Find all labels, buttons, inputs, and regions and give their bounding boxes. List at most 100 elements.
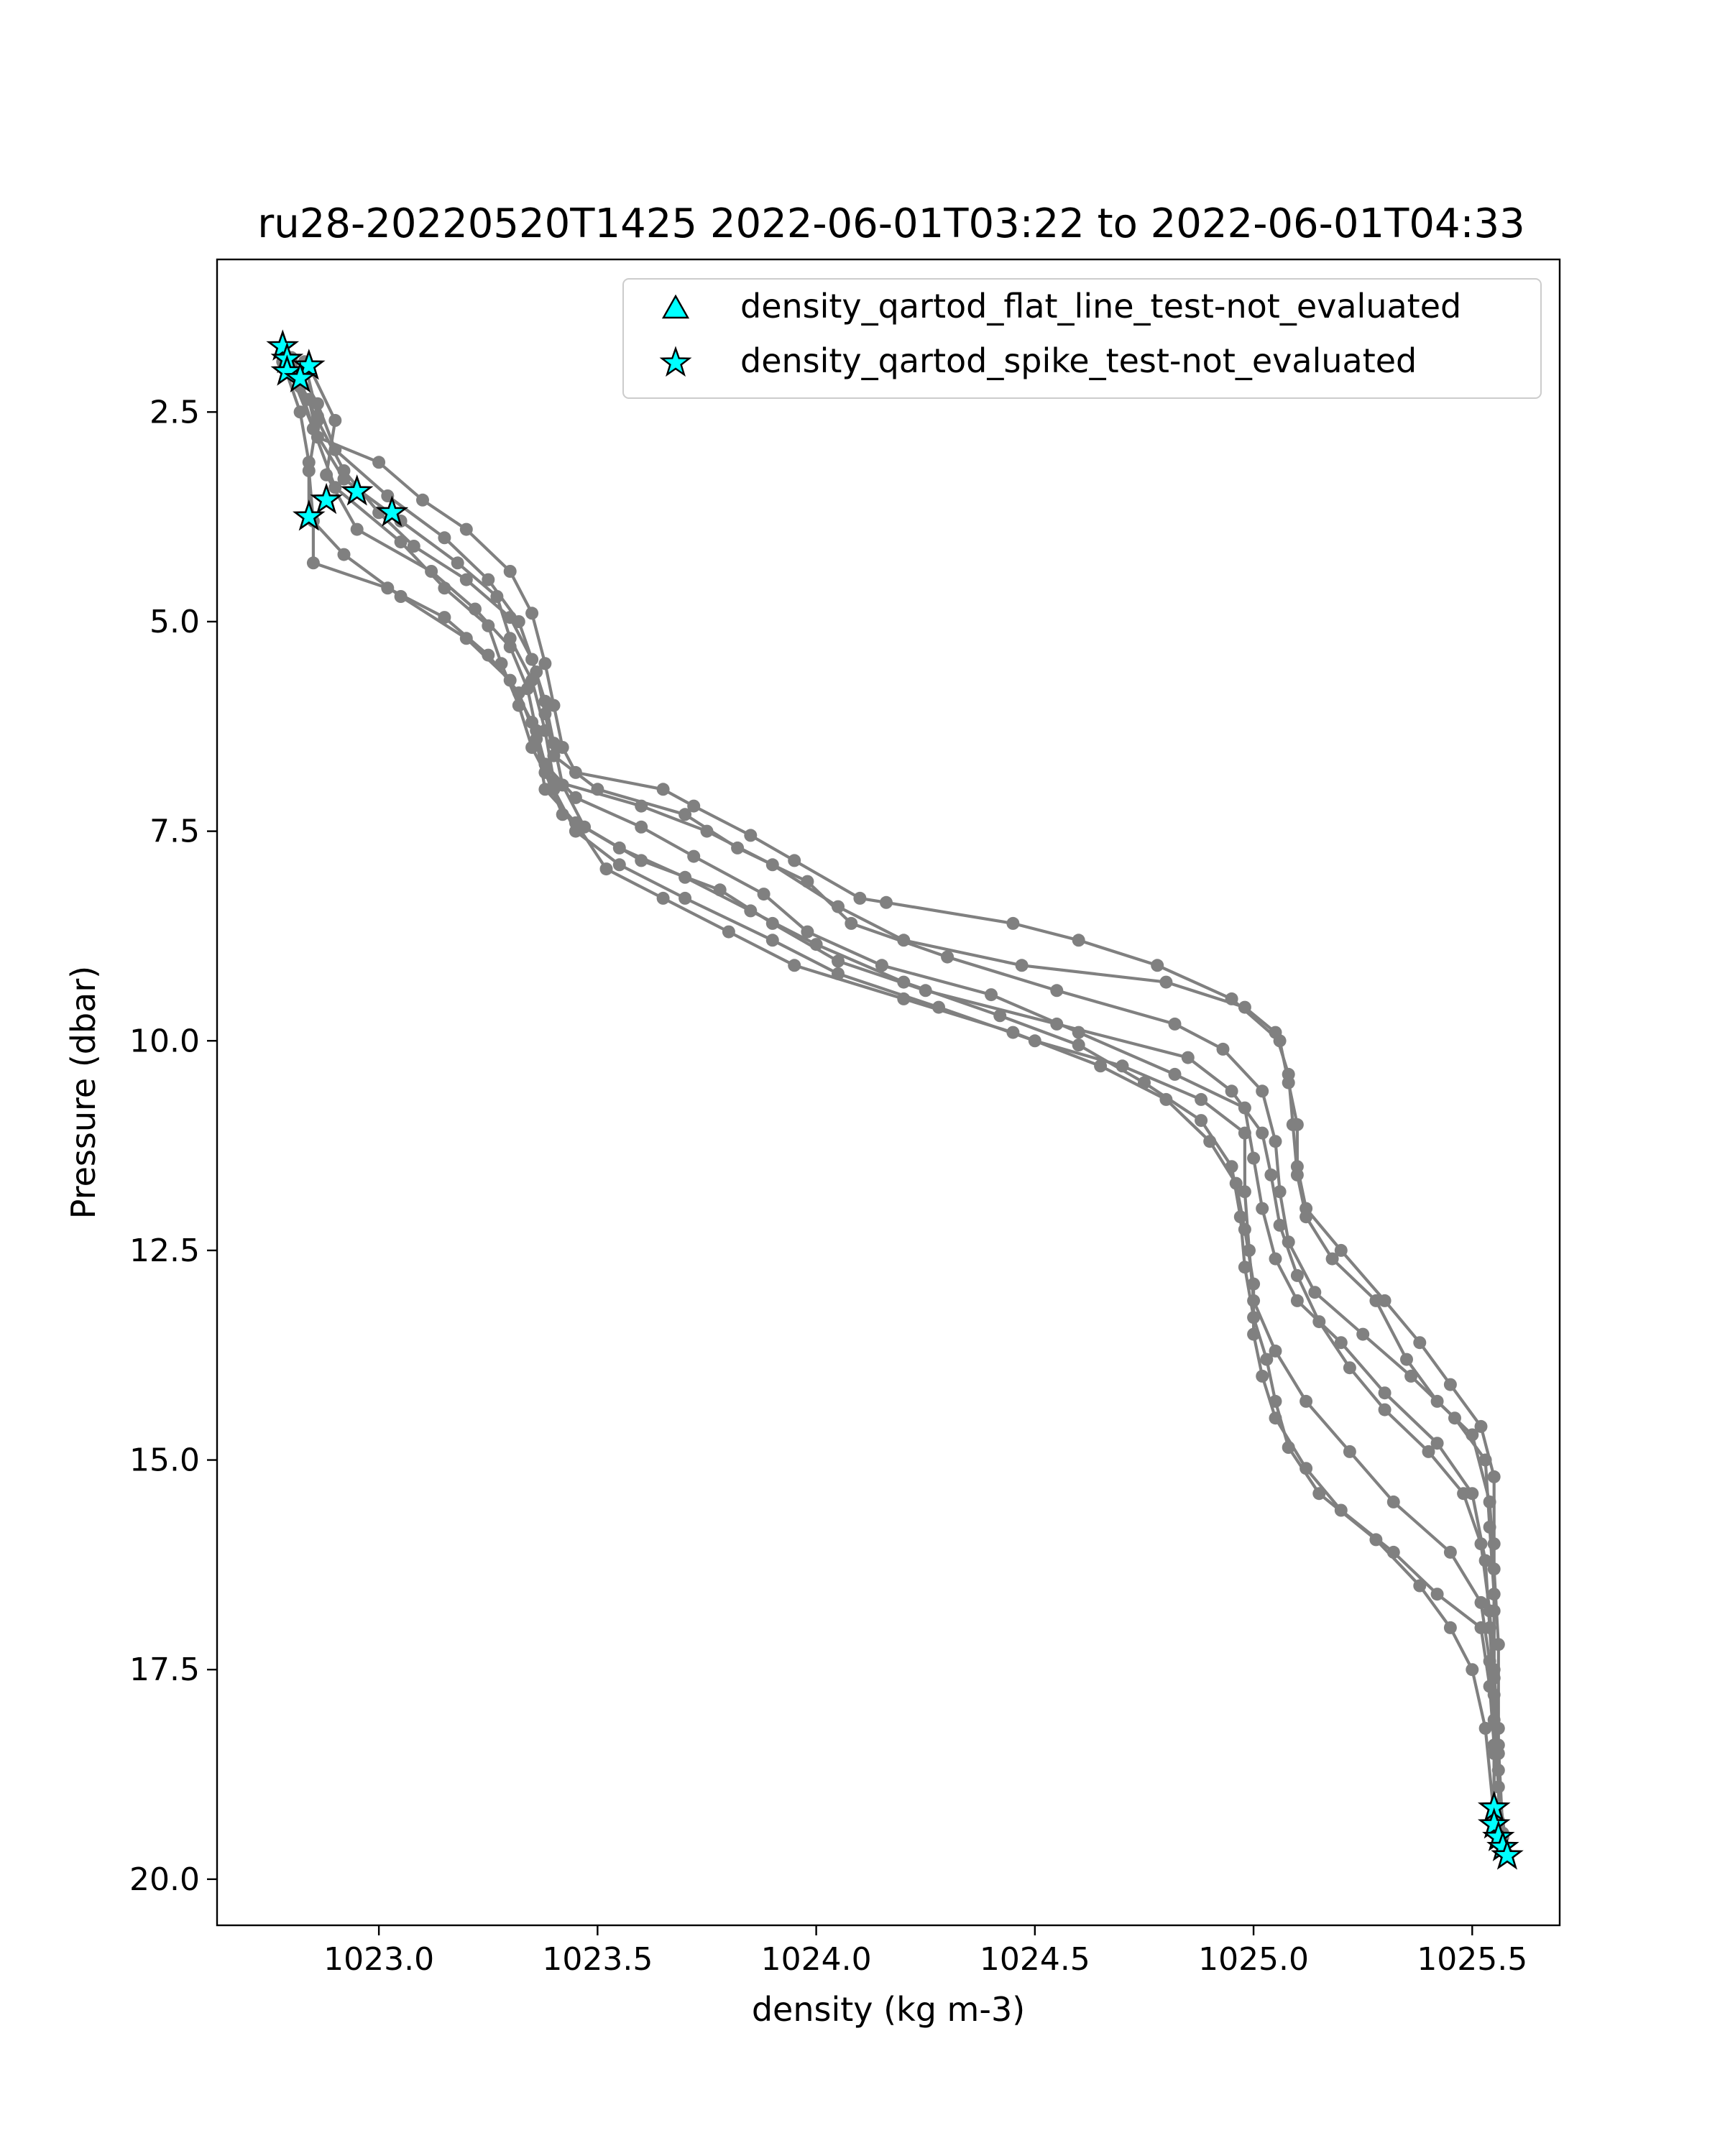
profile-point xyxy=(490,590,504,603)
profile-point xyxy=(1247,1151,1261,1165)
profile-point xyxy=(1474,1419,1488,1433)
profile-point xyxy=(722,925,735,939)
legend-entry-spike: density_qartod_spike_test-not_evaluated xyxy=(659,341,1417,380)
profile-point xyxy=(482,619,495,632)
profile-point xyxy=(1269,1026,1282,1039)
profile-point xyxy=(328,414,342,427)
profile-point xyxy=(897,992,911,1005)
spike-flag-star-icon xyxy=(283,361,317,392)
profile-point xyxy=(832,900,845,913)
y-tick-label: 12.5 xyxy=(129,1233,200,1269)
profile-series-layer xyxy=(276,342,1514,1861)
profile-line-1 xyxy=(285,360,1496,1814)
profile-point xyxy=(1151,959,1164,972)
profile-point xyxy=(1282,1067,1295,1081)
profile-point xyxy=(1312,1487,1326,1501)
axes-frame xyxy=(216,258,1561,1927)
profile-point xyxy=(687,849,701,863)
profile-point xyxy=(503,640,517,653)
profile-point xyxy=(1247,1277,1261,1291)
y-tick-label: 7.5 xyxy=(150,814,200,850)
profile-point xyxy=(407,540,420,553)
plot-area xyxy=(216,258,1561,1927)
x-tick-label: 1025.5 xyxy=(1417,1941,1527,1978)
profile-point xyxy=(656,891,670,905)
legend-entry-flat-line: density_qartod_flat_line_test-not_evalua… xyxy=(661,287,1461,326)
x-axis-ticks: 1023.0 1023.5 1024.0 1024.5 1025.0 1025.5 xyxy=(323,1925,1527,1978)
profile-point xyxy=(744,829,758,842)
profile-point xyxy=(293,405,307,419)
y-tick-label: 20.0 xyxy=(129,1861,200,1898)
profile-point xyxy=(1238,1126,1251,1140)
profile-point xyxy=(1168,1067,1182,1081)
profile-point xyxy=(1474,1621,1488,1634)
profile-point xyxy=(801,925,814,939)
profile-point xyxy=(1256,1202,1269,1215)
x-axis-label: density (kg m-3) xyxy=(752,1990,1025,2029)
profile-point xyxy=(1238,1185,1251,1199)
profile-point xyxy=(1478,1721,1492,1735)
profile-point xyxy=(451,556,464,570)
profile-point xyxy=(302,464,316,477)
profile-point xyxy=(635,854,648,867)
profile-point xyxy=(765,916,779,930)
profile-point xyxy=(1312,1315,1326,1329)
profile-point xyxy=(1256,1084,1269,1098)
profile-point xyxy=(1256,1126,1269,1140)
profile-point xyxy=(1256,1369,1269,1383)
profile-point xyxy=(985,988,998,1002)
profile-point xyxy=(1356,1327,1370,1341)
profile-point xyxy=(853,891,867,905)
spike-flag-star-icon xyxy=(266,329,300,361)
profile-point xyxy=(538,694,552,708)
profile-point xyxy=(801,875,814,888)
profile-point xyxy=(1300,1394,1313,1408)
profile-point xyxy=(1072,934,1085,947)
profile-point xyxy=(1386,1545,1400,1559)
profile-point xyxy=(1466,1663,1479,1677)
x-tick-label: 1023.5 xyxy=(542,1941,653,1978)
profile-point xyxy=(1006,1026,1020,1039)
chart-title: ru28-20220520T1425 2022-06-01T03:22 to 2… xyxy=(257,201,1524,247)
profile-point xyxy=(1094,1059,1108,1073)
profile-point xyxy=(1238,1261,1251,1274)
profile-point xyxy=(1483,1604,1496,1618)
spike-flag-star-icon xyxy=(340,474,374,506)
profile-point xyxy=(1072,1038,1085,1052)
profile-point xyxy=(1343,1445,1356,1458)
profile-point xyxy=(1422,1445,1435,1458)
profile-point xyxy=(503,611,517,625)
profile-point xyxy=(1238,1000,1251,1014)
profile-point xyxy=(547,737,561,750)
profile-point xyxy=(438,581,451,595)
profile-point xyxy=(1378,1403,1392,1416)
profile-line-8 xyxy=(290,364,1504,1839)
profile-point xyxy=(1443,1621,1457,1634)
profile-point xyxy=(599,862,613,876)
profile-point xyxy=(1225,1084,1238,1098)
profile-point xyxy=(765,934,779,947)
profile-point xyxy=(941,950,954,964)
profile-point xyxy=(1159,975,1173,989)
profile-point xyxy=(1290,1294,1304,1307)
profile-point xyxy=(459,522,473,536)
profile-point xyxy=(310,414,324,427)
profile-point xyxy=(438,531,451,545)
profile-point xyxy=(1290,1168,1304,1181)
profile-point xyxy=(482,573,495,586)
profile-point xyxy=(713,883,727,897)
profile-point xyxy=(1260,1353,1274,1366)
spike-flag-star-icon xyxy=(270,354,304,386)
profile-point xyxy=(525,653,539,666)
y-tick-label: 10.0 xyxy=(129,1023,200,1059)
profile-point xyxy=(1006,916,1020,930)
profile-point xyxy=(482,648,495,662)
profile-point xyxy=(416,493,429,507)
profile-point xyxy=(1286,1118,1300,1131)
y-axis-ticks: 2.5 5.0 7.5 10.0 12.5 15.0 17.5 20.0 xyxy=(129,394,217,1898)
profile-point xyxy=(1195,1092,1208,1106)
profile-point xyxy=(678,808,692,821)
profile-point xyxy=(1290,1268,1304,1282)
profile-point xyxy=(1269,1411,1282,1425)
profile-point xyxy=(1457,1487,1471,1501)
